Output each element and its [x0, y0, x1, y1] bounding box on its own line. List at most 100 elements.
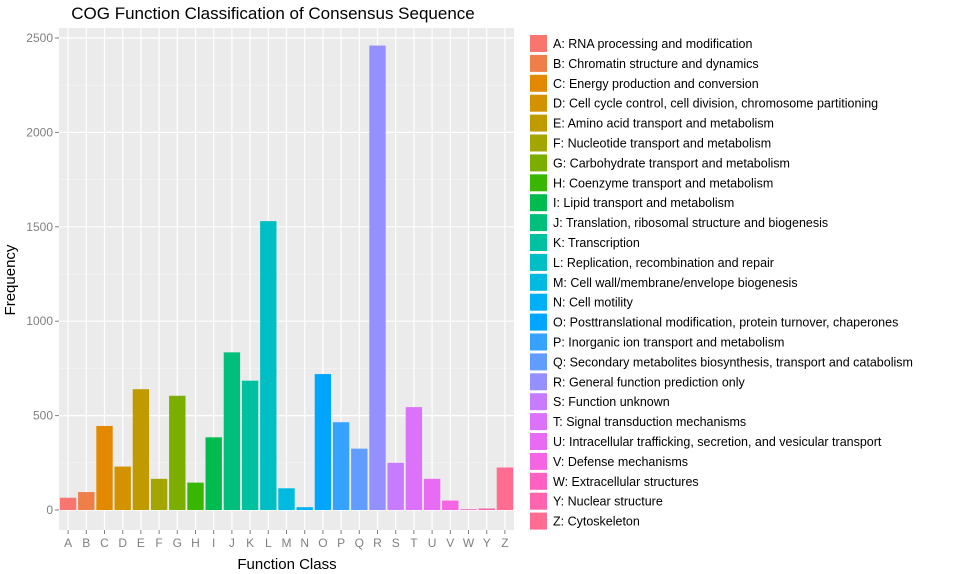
x-tick-label: H [191, 536, 200, 550]
bar-Q [351, 448, 368, 510]
bar-D [114, 466, 131, 510]
legend-label: P: Inorganic ion transport and metabolis… [553, 336, 784, 350]
legend-key-M [530, 273, 547, 291]
x-tick-label: J [229, 536, 235, 550]
legend-key-A [530, 35, 547, 52]
legend: A: RNA processing and modification B: Chr… [530, 35, 913, 530]
legend-label: U: Intracellular trafficking, secretion,… [553, 435, 882, 449]
y-axis: 0 500 1000 1500 2000 2500 [26, 31, 59, 517]
legend-label: K: Transcription [553, 236, 640, 250]
legend-label: O: Posttranslational modification, prote… [553, 316, 898, 330]
bar-S [387, 462, 404, 510]
legend-key-E [530, 114, 547, 132]
x-tick-label: N [300, 536, 309, 550]
bar-I [205, 437, 222, 510]
legend-key-N [530, 293, 547, 311]
bar-T [405, 407, 423, 510]
bar-E [132, 389, 150, 510]
bar-C [96, 425, 113, 510]
bar-Z [496, 467, 514, 510]
legend-key-Z [530, 512, 547, 530]
bar-L [260, 221, 277, 511]
legend-label: N: Cell motility [553, 296, 634, 310]
x-axis-title: Function Class [237, 556, 336, 573]
legend-key-R [530, 373, 547, 391]
x-tick-label: R [373, 536, 382, 550]
x-tick-label: A [64, 536, 72, 550]
bars [59, 45, 514, 511]
x-tick-label: C [100, 536, 109, 550]
x-tick-label: Q [355, 536, 364, 550]
bar-U [423, 478, 441, 510]
bar-M [278, 488, 295, 510]
bar-G [169, 395, 186, 510]
y-tick-label: 2000 [26, 125, 53, 139]
legend-key-V [530, 452, 547, 470]
x-tick-label: Y [483, 536, 491, 550]
legend-label: L: Replication, recombination and repair [553, 256, 774, 270]
bar-F [150, 478, 168, 510]
legend-key-I [530, 194, 547, 212]
legend-label: S: Function unknown [553, 395, 670, 409]
bar-W [460, 509, 477, 510]
x-tick-label: K [246, 536, 254, 550]
x-tick-label: T [410, 536, 418, 550]
legend-label: G: Carbohydrate transport and metabolism [553, 156, 790, 170]
legend-key-S [530, 393, 547, 411]
legend-key-Q [530, 353, 547, 371]
x-tick-label: I [212, 536, 215, 550]
bar-K [241, 380, 259, 510]
legend-label: E: Amino acid transport and metabolism [553, 117, 774, 131]
legend-key-K [530, 234, 547, 251]
legend-key-P [530, 333, 547, 351]
legend-label: Q: Secondary metabolites biosynthesis, t… [553, 355, 913, 369]
x-tick-label: M [282, 536, 292, 550]
bar-Y [478, 508, 495, 510]
y-tick-label: 1000 [26, 314, 53, 328]
bar-B [78, 492, 95, 510]
legend-label: Y: Nuclear structure [553, 495, 663, 509]
y-tick-label: 0 [46, 503, 53, 517]
x-tick-label: P [337, 536, 345, 550]
chart-title: COG Function Classification of Consensus… [71, 4, 474, 23]
legend-key-C [530, 74, 547, 92]
legend-label: C: Energy production and conversion [553, 77, 759, 91]
bar-H [187, 482, 204, 510]
y-tick-label: 1500 [26, 220, 53, 234]
x-tick-label: W [463, 536, 475, 550]
legend-label: Z: Cytoskeleton [553, 515, 640, 529]
legend-key-D [530, 94, 547, 112]
legend-key-O [530, 313, 547, 331]
legend-key-G [530, 154, 547, 172]
x-tick-label: E [137, 536, 145, 550]
legend-key-U [530, 433, 547, 450]
x-tick-label: F [155, 536, 162, 550]
legend-label: J: Translation, ribosomal structure and … [553, 216, 828, 230]
legend-label: M: Cell wall/membrane/envelope biogenesi… [553, 276, 798, 290]
y-tick-label: 2500 [26, 31, 53, 45]
legend-label: D: Cell cycle control, cell division, ch… [553, 97, 878, 111]
legend-label: F: Nucleotide transport and metabolism [553, 137, 771, 151]
legend-label: B: Chromatin structure and dynamics [553, 57, 759, 71]
legend-key-J [530, 214, 547, 232]
x-tick-label: S [392, 536, 400, 550]
bar-P [332, 422, 350, 510]
x-tick-label: L [265, 536, 272, 550]
legend-label: I: Lipid transport and metabolism [553, 196, 734, 210]
legend-label: H: Coenzyme transport and metabolism [553, 176, 773, 190]
x-tick-label: D [118, 536, 127, 550]
legend-label: T: Signal transduction mechanisms [553, 415, 746, 429]
legend-key-F [530, 134, 547, 152]
legend-label: A: RNA processing and modification [553, 37, 752, 51]
legend-key-B [530, 54, 547, 72]
y-tick-label: 500 [33, 409, 53, 423]
bar-J [223, 352, 241, 510]
bar-R [369, 45, 386, 510]
x-tick-label: U [428, 536, 437, 550]
legend-key-H [530, 174, 547, 192]
legend-key-L [530, 253, 547, 271]
y-axis-title: Frequency [2, 244, 19, 315]
legend-key-Y [530, 492, 547, 510]
